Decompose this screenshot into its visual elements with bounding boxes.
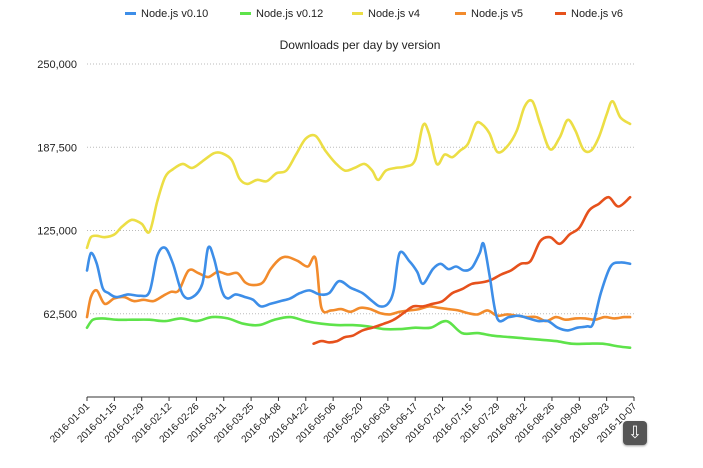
series-line-node-js-v4[interactable]	[85, 98, 632, 250]
chart-title: Downloads per day by version	[280, 38, 441, 52]
y-tick-label: 125,000	[37, 226, 77, 238]
series-line-node-js-v0-10[interactable]	[85, 241, 632, 332]
series-line-node-js-v0-12[interactable]	[85, 315, 632, 349]
y-tick-label: 250,000	[37, 59, 77, 71]
legend-label[interactable]: Node.js v6	[571, 8, 623, 20]
legend-swatch	[240, 12, 251, 15]
legend-label[interactable]: Node.js v5	[471, 8, 523, 20]
legend: Node.js v0.10 Node.js v0.12 Node.js v4 Node…	[125, 8, 623, 20]
y-axis: 62,500 125,000 187,500 250,000	[37, 59, 77, 321]
legend-swatch	[125, 12, 136, 15]
legend-label[interactable]: Node.js v0.10	[141, 8, 208, 20]
legend-label[interactable]: Node.js v4	[368, 8, 420, 20]
series-layer	[85, 98, 632, 349]
download-button[interactable]: ⇩	[623, 421, 647, 445]
y-tick-label: 187,500	[37, 142, 77, 154]
series-line-node-js-v5[interactable]	[85, 255, 632, 323]
legend-swatch	[555, 12, 566, 15]
y-tick-label: 62,500	[43, 309, 77, 321]
legend-swatch	[455, 12, 466, 15]
download-arrow-icon: ⇩	[627, 422, 643, 443]
legend-swatch	[352, 12, 363, 15]
x-axis: 2016-01-012016-01-152016-01-292016-02-12…	[48, 396, 639, 445]
grid	[87, 63, 634, 315]
legend-label[interactable]: Node.js v0.12	[256, 8, 323, 20]
series-line-node-js-v6[interactable]	[312, 195, 632, 345]
